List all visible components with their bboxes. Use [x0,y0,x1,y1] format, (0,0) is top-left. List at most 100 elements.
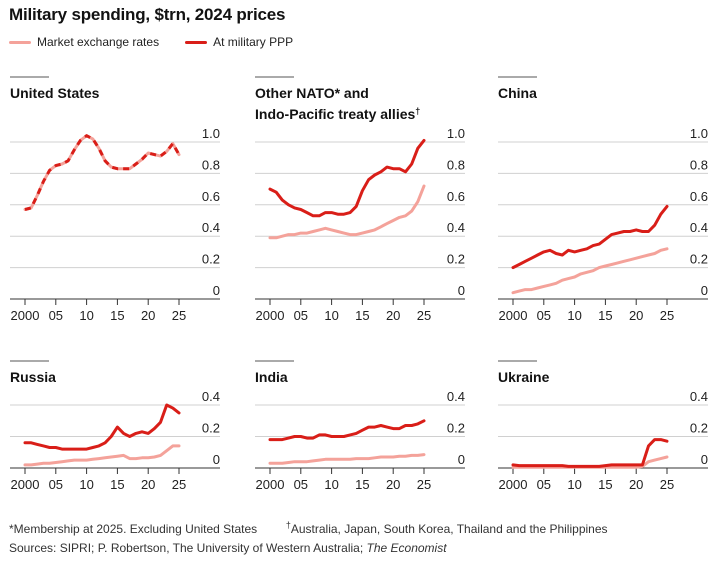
x-tick-label: 05 [537,477,551,492]
x-tick-label: 10 [324,477,338,492]
x-tick-label: 10 [567,308,581,323]
x-tick-label: 10 [79,477,93,492]
x-tick-label: 2000 [499,477,528,492]
y-tick-label: 0.6 [447,189,465,204]
panel-title: China [498,85,537,101]
chart-panel-3: China 0 0.2 0.4 0.6 0.8 1.0 2000 05 10 15 20 25 [498,76,708,323]
footnote-dagger-mark: † [285,520,291,530]
footnote-membership: *Membership at 2025. Excluding United St… [9,522,258,536]
panel-title: United States [10,85,100,101]
y-tick-label: 0.4 [690,389,708,404]
y-tick-label: 0.4 [202,220,220,235]
x-tick-label: 20 [386,477,400,492]
y-tick-label: 0.2 [690,421,708,436]
y-tick-label: 0.6 [202,189,220,204]
chart-panel-6: Ukraine 0 0.2 0.4 2000 05 10 15 20 25 [498,360,708,492]
legend-item-ppp: At military PPP [185,35,293,49]
y-tick-label: 1.0 [447,126,465,141]
series-line-ppp [268,419,426,442]
series-line-market [268,453,426,465]
x-tick-label: 20 [629,477,643,492]
x-tick-label: 2000 [256,308,285,323]
y-tick-label: 0.4 [447,220,465,235]
series-line-ppp [268,138,426,218]
panel-title: Ukraine [498,369,550,385]
legend-label-market: Market exchange rates [37,35,160,49]
y-tick-label: 0.6 [690,189,708,204]
panel-title: Russia [10,369,56,385]
y-tick-label: 0.2 [690,252,708,267]
series-line-ppp [511,438,669,468]
x-tick-label: 05 [49,477,63,492]
y-tick-label: 0.4 [202,389,220,404]
x-tick-label: 25 [660,477,674,492]
y-tick-label: 0 [213,452,220,467]
x-tick-label: 15 [355,308,369,323]
y-tick-label: 0.8 [202,157,220,172]
y-tick-label: 0.2 [447,421,465,436]
x-tick-label: 15 [355,477,369,492]
x-tick-label: 15 [598,308,612,323]
x-tick-label: 25 [417,477,431,492]
series-line-market [23,444,181,467]
y-tick-label: 1.0 [202,126,220,141]
x-tick-label: 15 [110,308,124,323]
legend-item-market: Market exchange rates [9,35,159,49]
y-tick-label: 0.4 [447,389,465,404]
y-tick-label: 0.8 [447,157,465,172]
y-tick-label: 0.2 [202,421,220,436]
page-title: Military spending, $trn, 2024 prices [9,5,286,24]
series-line-market [511,247,669,295]
y-tick-label: 0 [458,283,465,298]
y-tick-label: 0 [701,452,708,467]
x-tick-label: 20 [629,308,643,323]
y-tick-label: 0 [458,452,465,467]
x-tick-label: 25 [660,308,674,323]
x-tick-label: 15 [110,477,124,492]
panel-title: Other NATO* and [255,85,369,101]
chart-panel-2: Other NATO* and Indo-Pacific treaty allie… [255,76,465,323]
x-tick-label: 05 [294,477,308,492]
legend-label-ppp: At military PPP [213,35,294,49]
panel-title-line2: Indo-Pacific treaty allies† [255,106,420,122]
y-tick-label: 0.8 [690,157,708,172]
footnote-sources: Sources: SIPRI; P. Robertson, The Univer… [9,541,367,555]
x-tick-label: 20 [141,477,155,492]
x-tick-label: 2000 [256,477,285,492]
x-tick-label: 10 [567,477,581,492]
panel-title: India [255,369,288,385]
chart-panel-5: India 0 0.2 0.4 2000 05 10 15 20 25 [255,360,465,492]
x-tick-label: 10 [324,308,338,323]
series-line-ppp [24,134,181,211]
x-tick-label: 2000 [11,477,40,492]
x-tick-label: 20 [386,308,400,323]
legend: Market exchange rates At military PPP [9,35,319,49]
y-tick-label: 0.2 [447,252,465,267]
x-tick-label: 2000 [499,308,528,323]
series-line-ppp [23,403,181,451]
series-line-ppp [511,204,669,270]
series-line-market [268,184,426,240]
y-tick-label: 0 [213,283,220,298]
x-tick-label: 05 [49,308,63,323]
legend-swatch-ppp [185,40,208,44]
footnote-dagger-text: Australia, Japan, South Korea, Thailand … [290,522,608,536]
y-tick-label: 1.0 [690,126,708,141]
x-tick-label: 05 [537,308,551,323]
chart-panel-4: Russia 0 0.2 0.4 2000 05 10 15 20 25 [10,360,220,492]
footnote-sources-italic: The Economist [366,541,447,555]
x-tick-label: 25 [417,308,431,323]
x-tick-label: 10 [79,308,93,323]
y-tick-label: 0.4 [690,220,708,235]
legend-swatch-market [9,40,31,44]
x-tick-label: 05 [294,308,308,323]
x-tick-label: 15 [598,477,612,492]
x-tick-label: 20 [141,308,155,323]
y-tick-label: 0.2 [202,252,220,267]
y-tick-label: 0 [701,283,708,298]
x-tick-label: 2000 [11,308,40,323]
x-tick-label: 25 [172,477,186,492]
chart-panel-1: United States 0 0.2 0.4 0.6 0.8 1.0 2000 05 10 15 2… [10,76,220,323]
x-tick-label: 25 [172,308,186,323]
